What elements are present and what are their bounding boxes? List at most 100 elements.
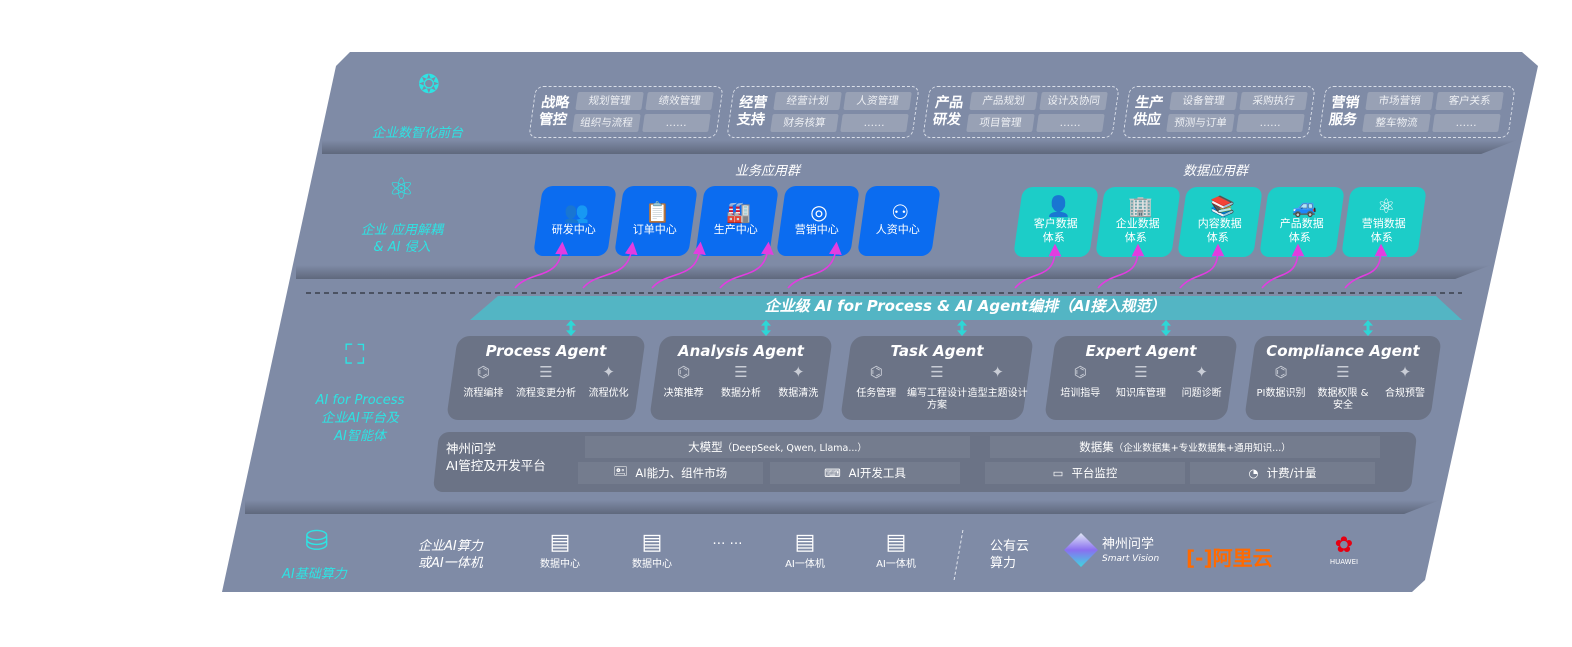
infra-label: AI一体机 (785, 559, 825, 570)
tool-billing[interactable]: ◔ 计费/计量 (1190, 462, 1375, 484)
feature-icon: ☰ (1134, 363, 1148, 381)
feature-icon: ✦ (1398, 363, 1412, 381)
feature-icon: ⌬ (869, 363, 883, 381)
agent-feature[interactable]: ☰ 数据权限 & 安全 (1312, 363, 1373, 412)
feature-icon: ⌬ (476, 363, 490, 381)
feature-icon: ☰ (1336, 363, 1350, 381)
feature-label: 数据分析 (720, 388, 761, 399)
arrow (1014, 243, 1062, 289)
agent-card[interactable]: Analysis Agent ⌬ 决策推荐 ☰ 数据分析 ✦ 数据清洗 (649, 336, 833, 420)
ellipsis: … … (712, 533, 743, 548)
feature-label: 流程变更分析 (515, 388, 576, 399)
label-line: AI for Process (315, 393, 405, 408)
agent-feature[interactable]: ⌬ 培训指导 (1050, 363, 1110, 400)
huawei-logo: ✿ HUAWEI (1322, 533, 1366, 567)
feature-label: 决策推荐 (663, 388, 704, 399)
layer-label: 企业数智化前台 (372, 126, 464, 141)
vendor-name: 阿里云 (1212, 546, 1273, 570)
feature-label: 流程优化 (588, 388, 629, 399)
feature-label: 流程编排 (463, 388, 504, 399)
divider (296, 265, 1491, 279)
arrow (651, 241, 706, 289)
gauge-icon: ◔ (1248, 466, 1259, 480)
platform-title: 神州问学 AI管控及开发平台 (446, 440, 546, 474)
label-line: 企业 应用解耦 (360, 223, 444, 238)
feature-icon: ☰ (539, 363, 553, 381)
feature-label: 造型主题设计 (967, 388, 1028, 399)
agent-card[interactable]: Process Agent ⌬ 流程编排 ☰ 流程变更分析 ✦ 流程优化 (446, 336, 646, 420)
divider (245, 500, 1440, 514)
banner-text: 企业级 AI for Process & AI Agent编排（AI接入规范） (764, 297, 1166, 315)
brain-icon: ❂ (418, 70, 440, 100)
divider (322, 140, 1517, 154)
server-icon: ▤ (549, 530, 571, 555)
infra-item: ▤ 数据中心 (622, 530, 682, 570)
tool-market[interactable]: 🖭 AI能力、组件市场 (578, 462, 763, 484)
agent-feature[interactable]: ☰ 知识库管理 (1111, 363, 1171, 400)
huawei-icon: ✿ (1334, 533, 1354, 558)
agent-feature[interactable]: ⌬ PI数据识别 (1250, 363, 1311, 412)
feature-label: 知识库管理 (1115, 388, 1166, 399)
label-line: 企业AI算力 (418, 539, 483, 554)
arrow (787, 241, 842, 289)
feature-icon: ✦ (792, 363, 805, 381)
agent-feature[interactable]: ☰ 流程变更分析 (515, 363, 577, 400)
feature-label: 数据清洗 (778, 388, 819, 399)
agent-feature[interactable]: ✦ 合规预警 (1374, 363, 1435, 412)
agent-feature[interactable]: ⌬ 决策推荐 (655, 363, 712, 400)
agent-title: Task Agent (890, 342, 984, 360)
agent-feature[interactable]: ☰ 数据分析 (713, 363, 770, 400)
bidirectional-arrow-icon (1363, 320, 1373, 336)
agent-card[interactable]: Compliance Agent ⌬ PI数据识别 ☰ 数据权限 & 安全 ✦ 合规预警 (1244, 336, 1442, 420)
layer-label: AI基础算力 (282, 567, 347, 582)
face-scan-icon: ⛶ (345, 338, 365, 371)
server-icon: ▤ (885, 530, 907, 555)
agent-feature[interactable]: ⌬ 任务管理 (846, 363, 906, 412)
label-line: 企业AI平台及 (321, 411, 399, 426)
agent-card[interactable]: Expert Agent ⌬ 培训指导 ☰ 知识库管理 ✦ 问题诊断 (1044, 336, 1238, 420)
vendor-en: Smart Vision (1102, 554, 1160, 564)
feature-icon: ☰ (734, 363, 748, 381)
agent-card[interactable]: Task Agent ⌬ 任务管理 ☰ 编写工程设计方案 ✦ 造型主题设计 (840, 336, 1034, 420)
smart-vision-name: 神州问学 Smart Vision (1102, 538, 1159, 566)
feature-icon: ⌬ (1274, 363, 1288, 381)
dataset-note: （企业数据集+专业数据集+通用知识...） (1113, 443, 1291, 454)
label-line: 或AI一体机 (418, 556, 483, 571)
agent-feature[interactable]: ✦ 问题诊断 (1172, 363, 1232, 400)
infra-label: 数据中心 (540, 559, 580, 570)
agent-feature[interactable]: ⌬ 流程编排 (452, 363, 514, 400)
agent-feature[interactable]: ✦ 数据清洗 (770, 363, 827, 400)
feature-icon: ☰ (930, 363, 944, 381)
model-bar: 大模型 （DeepSeek, Qwen, Llama...） (585, 436, 970, 458)
layer-label: 企业 应用解耦 & AI 侵入 (352, 222, 452, 256)
bidirectional-arrow-icon (761, 320, 771, 336)
feature-label: 编写工程设计方案 (906, 388, 967, 411)
agent-feature[interactable]: ✦ 流程优化 (578, 363, 640, 400)
arrow (719, 241, 774, 289)
business-title: 业务应用群 (735, 164, 801, 179)
bidirectional-arrow-icon (566, 320, 576, 336)
server-icon: ▤ (794, 530, 816, 555)
feature-label: 培训指导 (1060, 388, 1101, 399)
tool-monitor[interactable]: ▭ 平台监控 (985, 462, 1185, 484)
title-line: 神州问学 (446, 441, 497, 456)
agent-title: Analysis Agent (678, 342, 804, 360)
dev-tool-icon: ⌨ (824, 466, 841, 480)
arrow (514, 241, 568, 289)
label-line: 算力 (990, 556, 1017, 571)
database-icon: ⛁ (305, 524, 329, 557)
bidirectional-arrow-icon (957, 320, 967, 336)
tool-dev[interactable]: ⌨ AI开发工具 (770, 462, 960, 484)
infra-item: ▤ AI一体机 (866, 530, 926, 570)
feature-icon: ⌬ (1073, 363, 1087, 381)
agent-feature[interactable]: ✦ 造型主题设计 (967, 363, 1028, 412)
server-icon: ▤ (641, 530, 663, 555)
market-icon: 🖭 (613, 463, 628, 478)
label-line: 公有云 (990, 539, 1030, 554)
banner-shape (470, 296, 1462, 320)
alibaba-cloud-logo: [-]阿里云 (1186, 546, 1273, 570)
agent-feature[interactable]: ☰ 编写工程设计方案 (906, 363, 967, 412)
feature-label: 问题诊断 (1181, 388, 1222, 399)
feature-icon: ✦ (991, 363, 1004, 381)
